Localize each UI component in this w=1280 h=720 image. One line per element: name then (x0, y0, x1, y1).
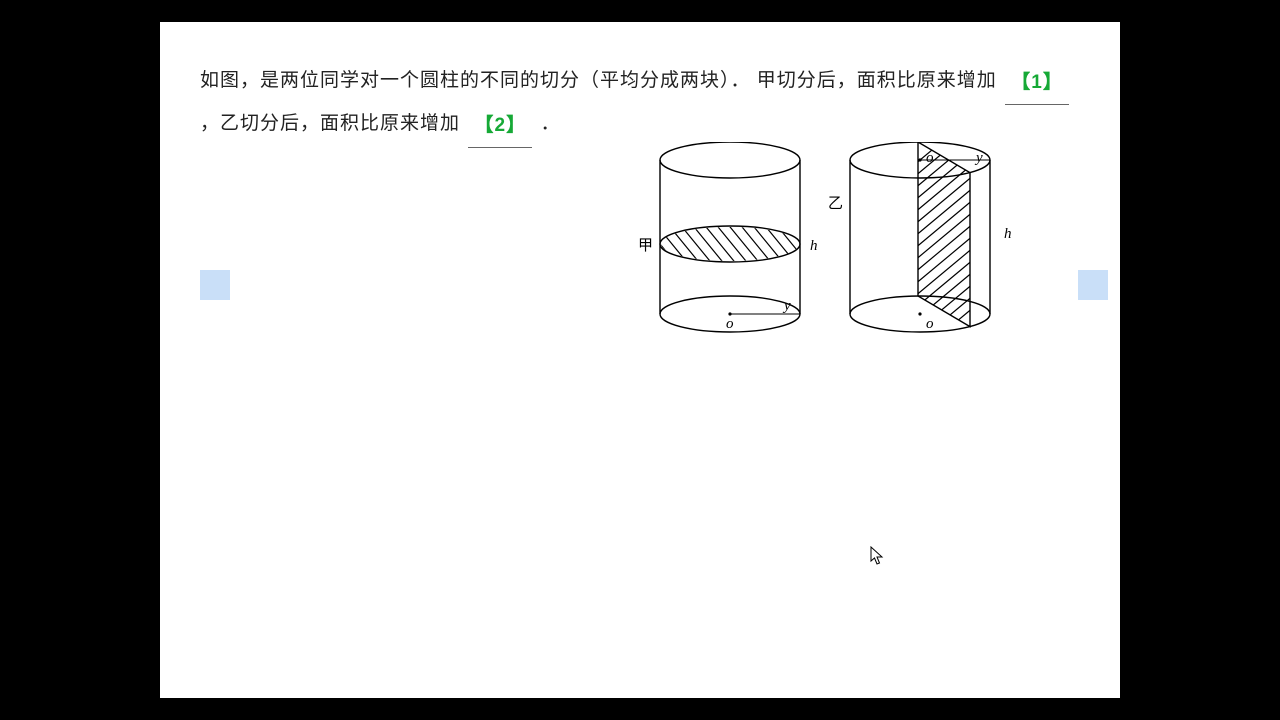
nav-prev-hint[interactable] (200, 270, 230, 300)
text-pre: 如图，是两位同学对一个圆柱的不同的切分（平均分成两块）． 甲切分后，面积比原来增… (200, 70, 997, 91)
blank-2-underline: 【2】 (468, 105, 532, 148)
problem-text: 如图，是两位同学对一个圆柱的不同的切分（平均分成两块）． 甲切分后，面积比原来增… (200, 60, 1080, 146)
svg-text:o: o (926, 316, 934, 332)
svg-text:y: y (974, 150, 983, 166)
blank-1-underline: 【1】 (1005, 62, 1069, 105)
svg-text:o: o (726, 316, 734, 332)
blank-1[interactable]: 【1】 (1005, 62, 1069, 104)
blank-2[interactable]: 【2】 (469, 105, 533, 147)
problem-content: 如图，是两位同学对一个圆柱的不同的切分（平均分成两块）． 甲切分后，面积比原来增… (160, 22, 1120, 146)
svg-text:乙: 乙 (828, 196, 843, 212)
svg-text:甲: 甲 (638, 238, 653, 254)
svg-text:o: o (926, 150, 934, 166)
nav-next-hint[interactable] (1078, 270, 1108, 300)
text-end: ． (541, 113, 561, 134)
text-mid: ，乙切分后，面积比原来增加 (200, 113, 460, 134)
cylinder-figure: o y 甲 h o y o 乙 h (630, 142, 1070, 362)
figure-area: o y 甲 h o y o 乙 h (630, 142, 1070, 362)
svg-text:y: y (782, 298, 791, 314)
svg-text:h: h (1004, 226, 1012, 242)
svg-text:h: h (810, 238, 818, 254)
document-page: 如图，是两位同学对一个圆柱的不同的切分（平均分成两块）． 甲切分后，面积比原来增… (160, 22, 1120, 698)
